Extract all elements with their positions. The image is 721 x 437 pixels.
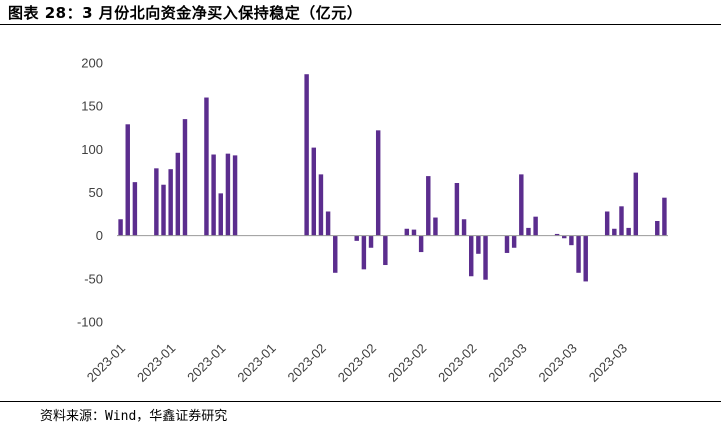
y-tick-label: 100 [81, 142, 103, 157]
bar [304, 74, 309, 236]
bar [404, 228, 410, 236]
bar [583, 235, 588, 282]
bar [619, 206, 624, 236]
bar [461, 219, 467, 236]
bar [118, 219, 123, 236]
bar [218, 193, 223, 236]
bar [154, 168, 159, 236]
bar [318, 174, 324, 236]
bar [311, 147, 317, 236]
bar [161, 184, 166, 236]
bar [604, 211, 610, 236]
title-rule [0, 24, 721, 25]
source-note: 资料来源：Wind，华鑫证券研究 [40, 409, 228, 424]
bar [333, 235, 338, 273]
bar [182, 119, 188, 236]
bar [662, 197, 667, 236]
bar [225, 153, 231, 236]
x-tick-label: 2023-01 [134, 341, 178, 385]
y-tick-label: -50 [84, 271, 103, 286]
x-tick-label: 2023-02 [435, 341, 479, 385]
bar [569, 235, 574, 246]
y-tick-label: 50 [89, 185, 103, 200]
bar [325, 211, 331, 236]
x-tick-label: 2023-02 [335, 341, 379, 385]
source-rule [0, 401, 721, 402]
bar [626, 227, 631, 236]
bar [232, 155, 238, 236]
bar [383, 235, 388, 266]
bar [554, 233, 560, 236]
bar [612, 228, 617, 236]
x-tick-label: 2023-01 [84, 341, 128, 385]
bar [411, 229, 417, 236]
bar [361, 235, 367, 270]
bar [433, 217, 438, 236]
bar [655, 220, 660, 236]
bar [418, 235, 424, 253]
bar [375, 130, 381, 236]
x-tick-label: 2023-02 [385, 341, 429, 385]
x-tick-label: 2023-02 [285, 341, 329, 385]
y-tick-label: -100 [77, 315, 103, 330]
bar [132, 182, 138, 236]
bar [368, 235, 374, 248]
bar [168, 169, 173, 236]
bar [426, 176, 431, 236]
bar [511, 235, 517, 248]
bar [562, 235, 567, 239]
bar [175, 152, 181, 236]
bar [633, 172, 639, 236]
bar [204, 97, 209, 236]
bar [526, 227, 531, 236]
x-tick-label: 2023-03 [536, 341, 580, 385]
y-tick-label: 200 [81, 56, 103, 71]
x-tick-label: 2023-01 [234, 341, 278, 385]
bar [454, 183, 460, 236]
bar [125, 124, 130, 236]
chart-title: 图表 28：3 月份北向资金净买入保持稳定（亿元） [8, 4, 363, 22]
bar [483, 235, 488, 280]
x-tick-label: 2023-03 [485, 341, 529, 385]
bar [469, 235, 474, 277]
bar [576, 235, 581, 273]
y-tick-label: 0 [96, 228, 103, 243]
bar [504, 235, 510, 253]
bar [476, 235, 481, 254]
y-tick-label: 150 [81, 99, 103, 114]
x-tick-label: 2023-01 [184, 341, 228, 385]
bar [519, 174, 524, 236]
bar [533, 216, 538, 236]
bar [354, 235, 359, 241]
bar [211, 154, 216, 236]
x-tick-label: 2023-03 [586, 341, 630, 385]
